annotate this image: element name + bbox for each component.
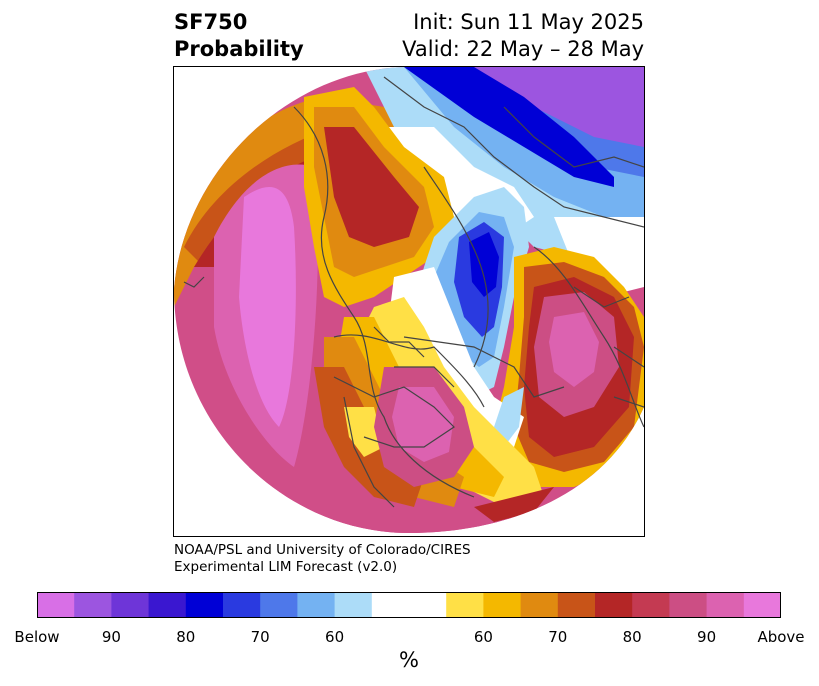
forecast-map: [174, 67, 644, 533]
strong-above-west: [239, 187, 296, 427]
colorbar-tick-label: 90: [101, 628, 121, 646]
red-core-north: [324, 127, 419, 247]
colorbar-swatch: [297, 592, 336, 618]
credit-line-2: Experimental LIM Forecast (v2.0): [174, 559, 398, 575]
colorbar-swatch: [148, 592, 187, 618]
colorbar-tick-label: 60: [325, 628, 345, 646]
colorbar-swatch: [520, 592, 559, 618]
product-title: Probability: [174, 37, 304, 61]
title-block-left: SF750 Probability: [174, 9, 304, 63]
credit-line-1: NOAA/PSL and University of Colorado/CIRE…: [174, 542, 471, 558]
colorbar-swatch: [260, 592, 298, 618]
colorbar-swatch: [334, 592, 373, 618]
colorbar-swatch: [371, 592, 410, 618]
colorbar-tick-label: 80: [622, 628, 642, 646]
colorbar-swatch: [185, 592, 224, 618]
magenta-core-us: [392, 387, 454, 462]
colorbar-tick-label: Above: [757, 628, 805, 646]
map-panel: [173, 66, 645, 537]
colorbar-unit: %: [399, 648, 419, 672]
colorbar-swatch: [595, 592, 633, 618]
strong-below-atlantic: [469, 232, 499, 297]
colorbar-swatch: [409, 592, 447, 618]
colorbar-swatch: [111, 592, 150, 618]
colorbar-swatch: [223, 592, 261, 618]
colorbar-swatch: [669, 592, 708, 618]
colorbar-swatch: [743, 592, 781, 618]
colorbar: [37, 592, 781, 618]
colorbar-tick-label: Below: [14, 628, 60, 646]
init-date: Init: Sun 11 May 2025: [413, 10, 644, 34]
colorbar-swatch: [706, 592, 745, 618]
colorbar-tick-label: 80: [176, 628, 196, 646]
colorbar-swatch: [37, 592, 75, 618]
colorbar-tick-label: 60: [473, 628, 493, 646]
colorbar-tick-label: 70: [250, 628, 270, 646]
colorbar-border: [37, 592, 781, 618]
variable-title: SF750: [174, 10, 248, 34]
colorbar-tick-label: 70: [548, 628, 568, 646]
coastlines: [183, 76, 644, 508]
valid-range: Valid: 22 May – 28 May: [402, 37, 644, 61]
colorbar-swatch: [557, 592, 596, 618]
colorbar-swatch: [446, 592, 484, 618]
colorbar-swatch: [483, 592, 522, 618]
colorbar-swatch: [74, 592, 112, 618]
magenta-core-east: [549, 312, 599, 387]
colorbar-swatch: [632, 592, 670, 618]
title-block-right: Init: Sun 11 May 2025 Valid: 22 May – 28…: [402, 9, 644, 63]
credit-text: NOAA/PSL and University of Colorado/CIRE…: [174, 542, 471, 576]
colorbar-tick-label: 90: [697, 628, 717, 646]
